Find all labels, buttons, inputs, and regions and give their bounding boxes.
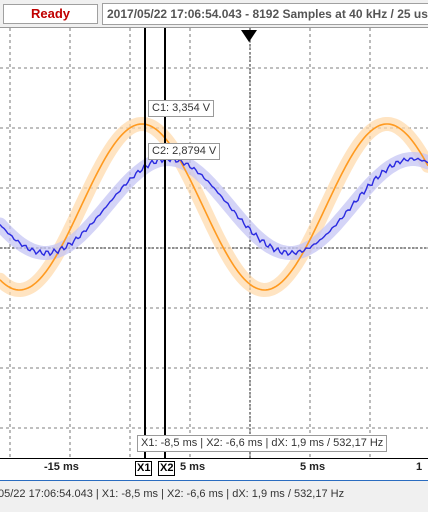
- cursor-measurement-readout: X1: -8,5 ms | X2: -6,6 ms | dX: 1,9 ms /…: [137, 435, 388, 452]
- cursor-x1-marker[interactable]: X1: [135, 461, 153, 476]
- x-tick-label: 1: [416, 461, 423, 473]
- cursor-x2-marker[interactable]: X2: [158, 461, 176, 476]
- channel-b-waveform: [0, 154, 428, 257]
- waveform-canvas[interactable]: [0, 28, 428, 458]
- status-bar: 05/22 17:06:54.043 | X1: -8,5 ms | X2: -…: [0, 480, 428, 512]
- x-tick-label: -15 ms: [44, 461, 79, 473]
- cursor-c2-readout: C2: 2,8794 V: [148, 143, 221, 160]
- oscilloscope-plot[interactable]: C1: 3,354 V C2: 2,8794 V X1: -8,5 ms | X…: [0, 28, 428, 458]
- triangle-down-icon[interactable]: [241, 30, 257, 42]
- status-indicator: Ready: [3, 4, 98, 24]
- status-bar-text: 05/22 17:06:54.043 | X1: -8,5 ms | X2: -…: [0, 488, 345, 500]
- channel-a-waveform: [0, 123, 428, 291]
- cursor-c1-readout: C1: 3,354 V: [148, 100, 215, 117]
- x-tick-label: 5 ms: [180, 461, 206, 473]
- x-tick-label: 5 ms: [300, 461, 326, 473]
- x-axis: -15 ms X1 X2 5 ms 5 ms 1: [0, 458, 428, 480]
- top-toolbar: Ready 2017/05/22 17:06:54.043 - 8192 Sam…: [0, 0, 428, 28]
- acquisition-info: 2017/05/22 17:06:54.043 - 8192 Samples a…: [102, 3, 428, 25]
- grid-lines: [0, 28, 428, 458]
